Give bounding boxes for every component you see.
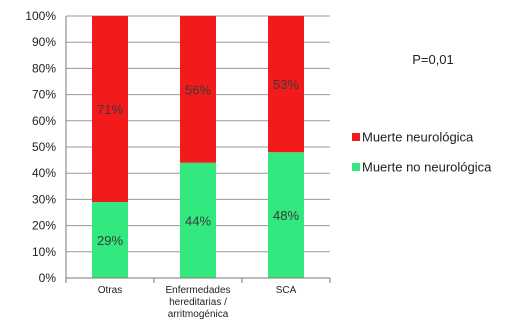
x-category-labels: Otras Enfermedades hereditarias / arritmogé…	[98, 285, 297, 320]
data-label: 29%	[97, 233, 123, 248]
y-tick-label: 70%	[32, 88, 56, 102]
data-label: 44%	[185, 213, 211, 228]
bar-segment	[268, 16, 304, 153]
bars	[92, 16, 304, 278]
bar-segment	[268, 152, 304, 278]
y-tick-label: 100%	[25, 9, 56, 23]
axes	[65, 16, 331, 283]
y-tick-label: 50%	[32, 140, 56, 154]
data-label: 56%	[185, 82, 211, 97]
y-tick-label: 30%	[32, 192, 56, 206]
y-tick-label: 40%	[32, 166, 56, 180]
data-labels: 29% 71% 44% 56% 48% 53%	[97, 77, 299, 248]
legend-swatch	[352, 163, 360, 171]
legend-label: Muerte neurológica	[362, 130, 474, 145]
y-tick-label: 80%	[32, 61, 56, 75]
x-category-label: SCA	[276, 285, 297, 296]
data-label: 48%	[273, 208, 299, 223]
y-tick-label: 10%	[32, 245, 56, 259]
x-category-label: Otras	[98, 285, 122, 296]
legend-swatch	[352, 133, 360, 141]
y-tick-label: 20%	[32, 219, 56, 233]
y-tick-labels: 0% 10% 20% 30% 40% 50% 60% 70% 80% 90% 100%	[25, 9, 56, 285]
y-tick-label: 60%	[32, 114, 56, 128]
bar-segment	[92, 202, 128, 278]
x-category-label: Enfermedades hereditarias / arritmogénica	[165, 285, 230, 320]
y-tick-label: 90%	[32, 35, 56, 49]
y-tick-label: 0%	[39, 271, 57, 285]
legend-label: Muerte no neurológica	[362, 160, 492, 175]
bar-segment	[92, 16, 128, 203]
bar-segment	[180, 162, 216, 278]
legend: Muerte neurológica Muerte no neurológica	[352, 130, 492, 175]
data-label: 53%	[273, 77, 299, 92]
bar-segment	[180, 16, 216, 163]
p-value-annotation: P=0,01	[412, 52, 454, 67]
data-label: 71%	[97, 102, 123, 117]
